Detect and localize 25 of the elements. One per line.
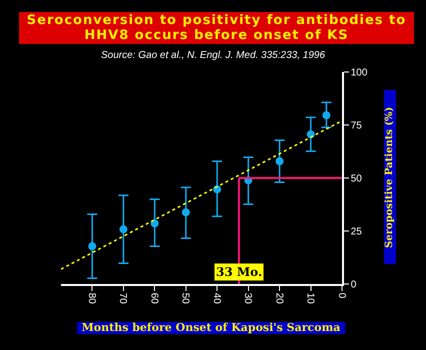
point — [150, 219, 159, 228]
chart-subtitle: Source: Gao et al., N. Engl. J. Med. 335:233, 1996 — [100, 50, 326, 61]
x-axis-title: Months before Onset of Kaposi's Sarcoma — [77, 321, 345, 334]
x-tick-label: 40 — [210, 292, 222, 304]
point — [119, 225, 128, 234]
x-tick-label: 30 — [242, 292, 254, 304]
point — [182, 208, 190, 216]
y-tick-label: 25 — [350, 226, 362, 238]
x-tick-label: 50 — [180, 292, 191, 304]
y-tick-label: 100 — [350, 68, 368, 78]
y-tick-label: 0 — [350, 280, 357, 290]
point — [276, 157, 284, 166]
point — [88, 242, 96, 250]
x-tick-label: 80 — [86, 292, 97, 304]
point — [322, 111, 330, 120]
x-tick-label: 60 — [148, 292, 160, 304]
y-axis-title: Seropositive Patients (%) — [384, 90, 396, 264]
chart-title: Seroconversion to positivity for antibodies to HHV8 occurs before onset of KS — [19, 12, 414, 44]
y-tick-label: 75 — [350, 120, 362, 132]
x-tick-label: 70 — [117, 292, 128, 304]
ref-line-label: 33 Mo. — [216, 265, 262, 279]
y-tick-label: 50 — [350, 174, 362, 184]
x-tick-label: 20 — [273, 292, 284, 304]
x-tick-label: 10 — [304, 292, 316, 304]
x-tick-label: 0 — [336, 292, 347, 299]
